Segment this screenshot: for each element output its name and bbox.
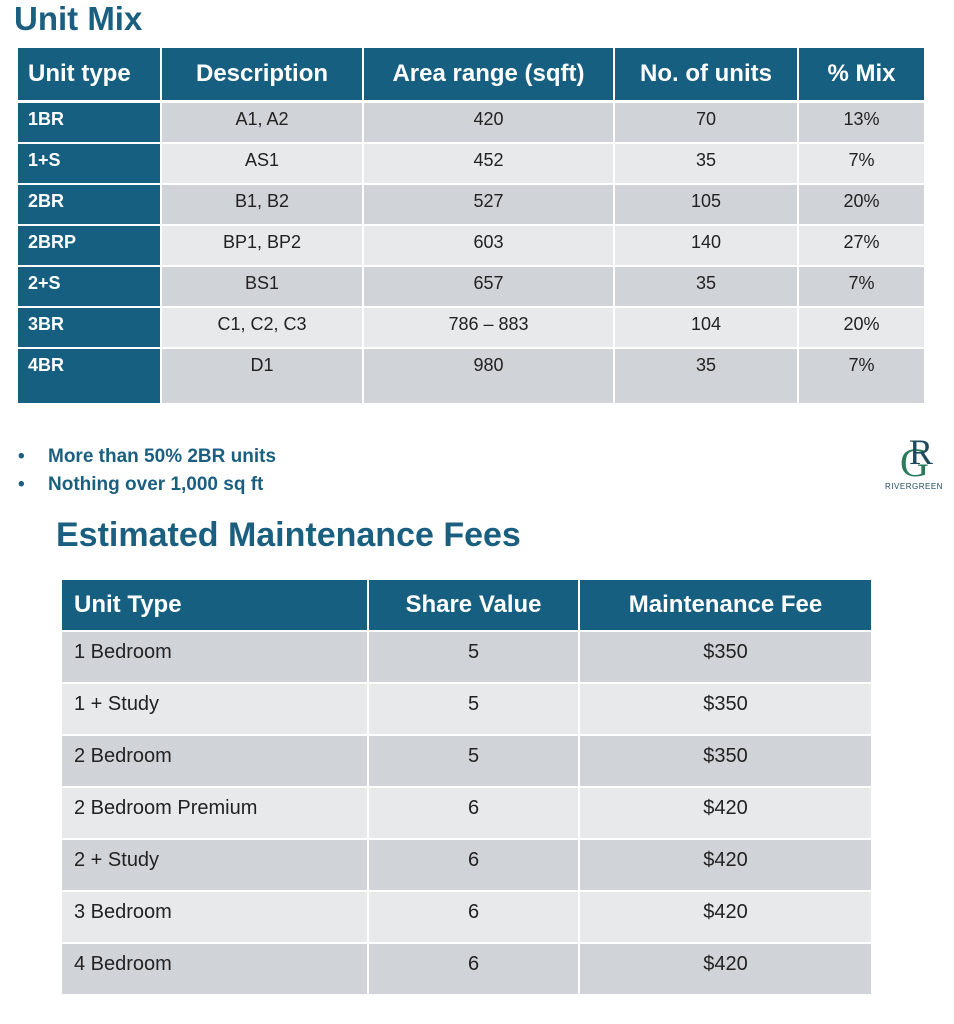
header-maintenance-fee: Maintenance Fee [579,580,871,632]
table-row: 3BR C1, C2, C3 786 – 883 104 20% [18,306,924,349]
fee-cell: $420 [579,891,871,944]
maintenance-fees-table: Unit Type Share Value Maintenance Fee 1 … [62,580,871,996]
fee-cell: $350 [579,631,871,684]
area-cell: 980 [363,347,615,405]
table-row: 1 + Study 5 $350 [62,683,871,736]
key-points-list: • More than 50% 2BR units • Nothing over 1… [18,443,276,499]
table-row: 2+S BS1 657 35 7% [18,265,924,308]
header-percent-mix: % Mix [798,48,924,103]
unit-type-cell: 1 Bedroom [62,631,369,684]
area-cell: 420 [363,101,615,144]
units-cell: 104 [614,306,799,349]
unit-type-cell: 2 Bedroom Premium [62,787,369,840]
table-row: 3 Bedroom 6 $420 [62,891,871,944]
mix-cell: 27% [798,224,924,267]
unit-type-cell: 4BR [18,347,162,405]
fee-cell: $420 [579,787,871,840]
table-row: 4 Bedroom 6 $420 [62,943,871,996]
table-row: 2BRP BP1, BP2 603 140 27% [18,224,924,267]
svg-text:R: R [909,432,933,472]
unit-type-cell: 1BR [18,101,162,144]
unit-type-cell: 1 + Study [62,683,369,736]
table-row: 1BR A1, A2 420 70 13% [18,101,924,144]
description-cell: AS1 [161,142,364,185]
area-cell: 603 [363,224,615,267]
table-row: 2BR B1, B2 527 105 20% [18,183,924,226]
rivergreen-logo: G R RIVERGREEN [878,430,950,494]
table-row: 1 Bedroom 5 $350 [62,631,871,684]
description-cell: BP1, BP2 [161,224,364,267]
share-value-cell: 6 [368,891,580,944]
bullet-icon: • [18,446,25,467]
mix-cell: 20% [798,306,924,349]
unit-type-cell: 3 Bedroom [62,891,369,944]
unit-type-cell: 3BR [18,306,162,349]
header-share-value: Share Value [368,580,580,632]
description-cell: D1 [161,347,364,405]
share-value-cell: 6 [368,839,580,892]
mix-cell: 7% [798,142,924,185]
share-value-cell: 6 [368,787,580,840]
unit-type-cell: 4 Bedroom [62,943,369,996]
unit-type-cell: 2 + Study [62,839,369,892]
mix-cell: 7% [798,347,924,405]
bullet-text: More than 50% 2BR units [48,446,277,467]
units-cell: 140 [614,224,799,267]
unit-type-cell: 2 Bedroom [62,735,369,788]
units-cell: 35 [614,142,799,185]
description-cell: B1, B2 [161,183,364,226]
unit-mix-table: Unit type Description Area range (sqft) … [18,48,924,405]
units-cell: 70 [614,101,799,144]
area-cell: 527 [363,183,615,226]
units-cell: 105 [614,183,799,226]
list-item: • Nothing over 1,000 sq ft [18,471,276,499]
list-item: • More than 50% 2BR units [18,443,276,471]
table-row: 2 + Study 6 $420 [62,839,871,892]
unit-type-cell: 2+S [18,265,162,308]
description-cell: C1, C2, C3 [161,306,364,349]
description-cell: A1, A2 [161,101,364,144]
fee-cell: $350 [579,683,871,736]
unit-type-cell: 2BR [18,183,162,226]
header-area-range: Area range (sqft) [363,48,615,103]
logo-wordmark: RIVERGREEN [885,482,943,491]
maintenance-header-row: Unit Type Share Value Maintenance Fee [62,580,871,632]
fee-cell: $420 [579,943,871,996]
table-row: 2 Bedroom 5 $350 [62,735,871,788]
share-value-cell: 5 [368,735,580,788]
share-value-cell: 6 [368,943,580,996]
unit-mix-title: Unit Mix [14,0,143,37]
maintenance-fees-title: Estimated Maintenance Fees [56,516,521,554]
area-cell: 452 [363,142,615,185]
mix-cell: 20% [798,183,924,226]
table-row: 1+S AS1 452 35 7% [18,142,924,185]
description-cell: BS1 [161,265,364,308]
header-unit-type: Unit Type [62,580,369,632]
share-value-cell: 5 [368,683,580,736]
table-row: 4BR D1 980 35 7% [18,347,924,405]
share-value-cell: 5 [368,631,580,684]
mix-cell: 7% [798,265,924,308]
unit-mix-header-row: Unit type Description Area range (sqft) … [18,48,924,103]
fee-cell: $420 [579,839,871,892]
header-unit-type: Unit type [18,48,162,103]
fee-cell: $350 [579,735,871,788]
unit-type-cell: 2BRP [18,224,162,267]
header-no-of-units: No. of units [614,48,799,103]
units-cell: 35 [614,347,799,405]
unit-type-cell: 1+S [18,142,162,185]
table-row: 2 Bedroom Premium 6 $420 [62,787,871,840]
rg-monogram-icon: G R [900,432,933,485]
svg-text:G: G [900,440,929,482]
bullet-text: Nothing over 1,000 sq ft [48,474,264,495]
header-description: Description [161,48,364,103]
area-cell: 786 – 883 [363,306,615,349]
mix-cell: 13% [798,101,924,144]
area-cell: 657 [363,265,615,308]
bullet-icon: • [18,474,25,495]
units-cell: 35 [614,265,799,308]
